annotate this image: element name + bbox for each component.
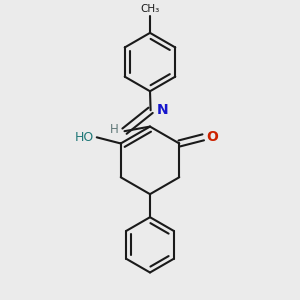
Text: HO: HO	[74, 131, 94, 144]
Text: H: H	[110, 123, 119, 136]
Text: N: N	[157, 103, 168, 117]
Text: CH₃: CH₃	[140, 4, 160, 14]
Text: O: O	[206, 130, 218, 144]
